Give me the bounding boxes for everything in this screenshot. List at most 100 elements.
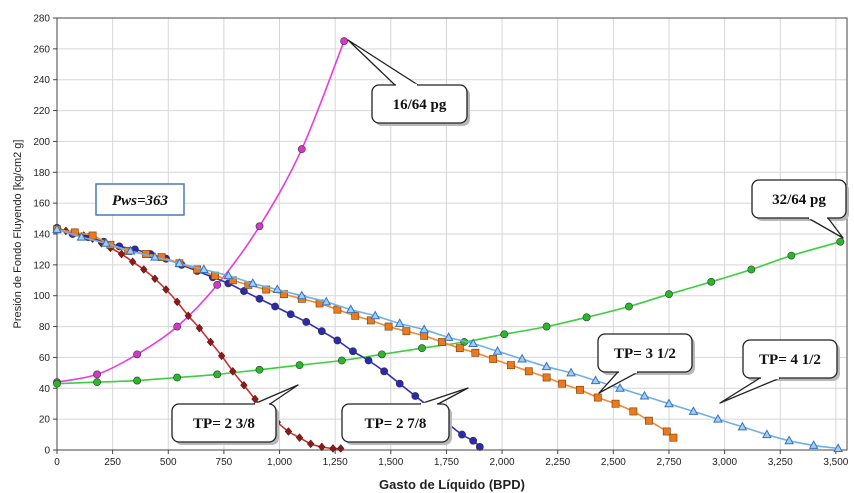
pws-box [95, 183, 185, 216]
data-point [337, 444, 345, 453]
x-tick-label: 3,500 [823, 457, 848, 468]
pws-label: Pws=363 [112, 193, 169, 209]
callout-label: 32/64 pg [772, 192, 826, 208]
data-point [469, 436, 478, 445]
series-line [56, 240, 841, 385]
callout-5: TP= 2 7/8 [341, 387, 469, 445]
data-point [295, 433, 304, 443]
data-point [128, 257, 137, 267]
callout-label: TP= 2 7/8 [365, 416, 427, 432]
data-point [117, 249, 126, 259]
data-point [639, 390, 650, 400]
data-point [395, 379, 404, 388]
data-point [419, 324, 430, 334]
y-tick-label: 0 [44, 446, 50, 457]
data-point [402, 327, 411, 336]
x-tick-label: 750 [216, 457, 233, 468]
data-point [150, 251, 160, 261]
x-tick-label: 500 [160, 457, 177, 468]
data-point [737, 421, 748, 431]
data-point [345, 304, 356, 314]
grid [56, 17, 847, 451]
data-point [151, 274, 159, 284]
data-point [833, 443, 843, 452]
x-tick-label: 1,000 [267, 457, 292, 468]
data-point [206, 337, 215, 347]
callout-label: TP= 3 1/2 [614, 346, 676, 362]
data-point [747, 265, 756, 274]
callout-box [371, 84, 468, 124]
data-point [255, 222, 264, 231]
x-tick-label: 250 [104, 457, 121, 468]
data-point [140, 265, 148, 274]
data-point [836, 237, 845, 246]
data-point [566, 367, 576, 377]
data-point [240, 287, 248, 295]
callout-box [751, 179, 847, 219]
data-point [455, 344, 464, 353]
data-point [384, 322, 393, 331]
x-tick-label: 3,000 [712, 457, 737, 468]
data-point [468, 338, 478, 348]
data-point [364, 356, 373, 365]
data-point [297, 145, 306, 154]
x-tick-label: 2,750 [656, 457, 681, 468]
data-point [366, 316, 375, 325]
data-point [286, 310, 295, 319]
data-point [262, 285, 271, 294]
callout-label: TP= 2 3/8 [193, 416, 255, 432]
data-point [240, 380, 248, 390]
data-point [500, 330, 509, 339]
callout-label: TP= 4 1/2 [759, 352, 821, 368]
pws-callout: Pws=363 [95, 183, 185, 216]
callout-box [742, 339, 838, 379]
data-point [76, 231, 87, 241]
data-point [507, 361, 515, 370]
y-tick-label: 80 [39, 322, 51, 333]
data-point [615, 383, 625, 392]
data-point [247, 278, 258, 287]
data-point [489, 355, 498, 363]
callout-4: TP= 2 3/8 [171, 384, 299, 445]
data-point [133, 376, 142, 385]
x-tick-label: 1,500 [378, 457, 403, 468]
data-point [662, 427, 671, 436]
data-point [370, 310, 381, 320]
series-layer [52, 37, 845, 453]
data-point [340, 37, 348, 46]
data-point [173, 373, 182, 382]
data-point [542, 373, 551, 382]
data-point [713, 413, 723, 423]
data-point [808, 440, 819, 449]
data-point [669, 433, 678, 442]
callout-0: 16/64 pg [347, 39, 470, 126]
y-tick-label: 160 [33, 199, 50, 210]
data-point [52, 224, 62, 233]
data-point [101, 238, 111, 247]
y-tick-label: 220 [33, 106, 50, 117]
data-point [133, 350, 142, 359]
data-point [688, 406, 699, 415]
x-axis-label: Gasto de Líquido (BPD) [379, 477, 525, 492]
callout-2: TP= 3 1/2 [597, 333, 695, 394]
data-point [542, 322, 551, 331]
data-point [271, 302, 279, 311]
y-tick-label: 260 [33, 44, 50, 55]
data-point [53, 379, 61, 388]
x-tick-label: 3,250 [768, 457, 793, 468]
data-point [317, 327, 326, 336]
data-point [321, 296, 332, 306]
data-point [762, 429, 772, 439]
callout-box [597, 333, 693, 373]
data-point [664, 398, 674, 408]
data-point [318, 442, 326, 452]
data-point [576, 385, 584, 394]
callout-3: TP= 4 1/2 [719, 339, 840, 404]
y-tick-label: 240 [33, 75, 50, 86]
data-point [378, 350, 386, 359]
data-point [333, 336, 342, 345]
y-tick-label: 60 [39, 353, 51, 364]
data-point [93, 378, 101, 387]
data-point [302, 318, 311, 326]
x-tick-label: 1,750 [434, 457, 459, 468]
